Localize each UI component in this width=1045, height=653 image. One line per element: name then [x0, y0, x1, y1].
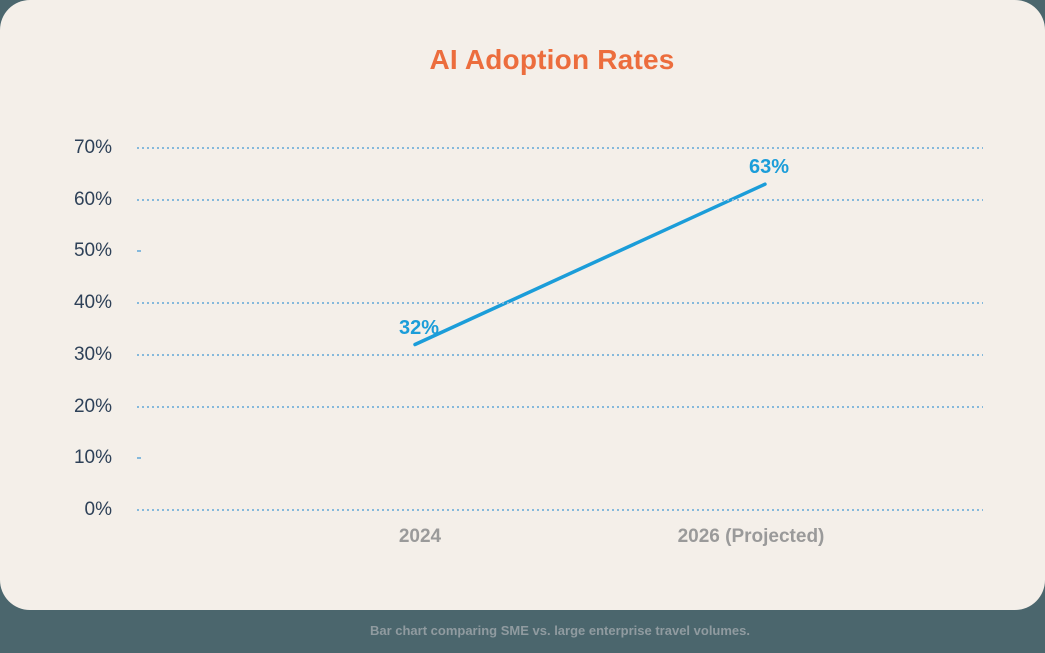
figure-caption: Bar chart comparing SME vs. large enterp…: [369, 623, 751, 638]
h-gridline: [137, 405, 983, 408]
h-gridline-tick: [137, 457, 141, 460]
h-gridline-tick: [137, 250, 141, 253]
h-gridline: [137, 509, 983, 511]
y-axis-tick-label: 30%: [73, 343, 112, 365]
data-point-label: 63%: [748, 156, 790, 179]
x-axis-category-label: 2024: [398, 526, 442, 547]
x-axis-category-label: 2026 (Projected): [677, 526, 825, 547]
y-axis-tick-label: 40%: [73, 292, 112, 314]
h-gridline: [137, 147, 983, 149]
data-point-label: 32%: [398, 316, 440, 339]
h-gridline: [137, 302, 983, 305]
y-axis-tick-label: 10%: [73, 447, 112, 469]
y-axis-tick-label: 50%: [73, 240, 112, 262]
h-gridline: [137, 198, 983, 201]
chart-title: AI Adoption Rates: [429, 44, 675, 75]
y-axis-tick-label: 20%: [73, 395, 112, 417]
plot-area: 70% 60% 50% 40% 30% 20% 10% 0% 2024 2026 (Project…: [73, 137, 983, 547]
y-axis-tick-label: 60%: [73, 188, 112, 210]
y-axis-tick-label: 70%: [73, 137, 112, 158]
y-axis-tick-label: 0%: [84, 499, 112, 520]
trend-line: [413, 182, 767, 347]
h-gridline: [137, 353, 983, 356]
chart-card: AI Adoption Rates 70% 60% 50% 40% 30% 20% 10% 0…: [0, 0, 1045, 610]
